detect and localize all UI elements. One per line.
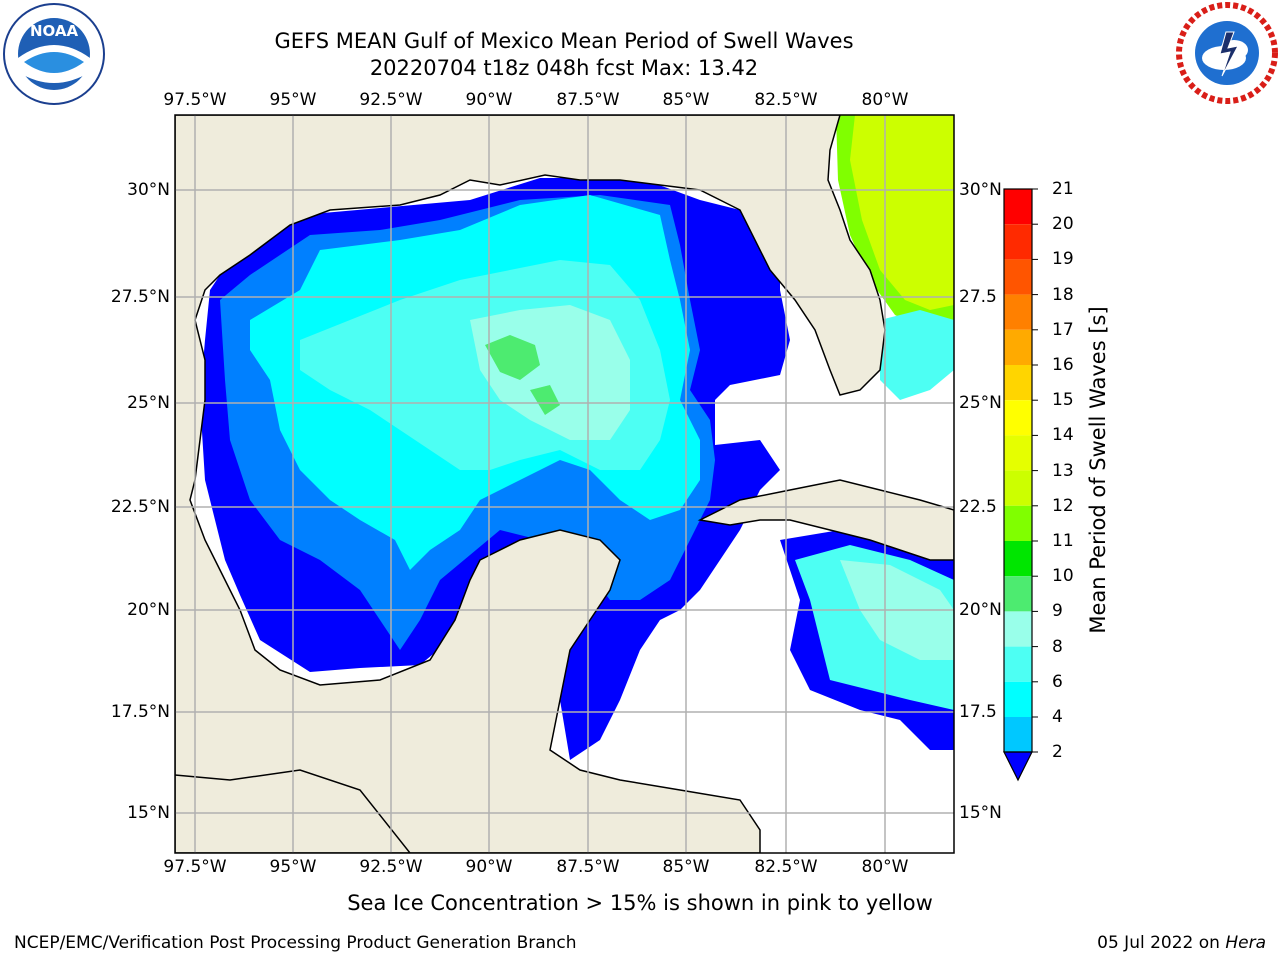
colorbar-swatch-16-17 [1004,329,1032,365]
lat-label-right: 30°N [959,180,1002,200]
sea-ice-note: Sea Ice Concentration > 15% is shown in … [347,891,933,915]
atlantic-swell-field [840,115,954,320]
colorbar-swatch-8-9 [1004,611,1032,647]
colorbar-swatch-17-18 [1004,294,1032,330]
map-frame [174,114,955,854]
chart-title: GEFS MEAN Gulf of Mexico Mean Period of … [274,29,854,53]
lon-label-top: 90°W [465,90,513,110]
colorbar-swatch-13-14 [1004,435,1032,471]
atlantic-swell-fringe [836,115,954,330]
lon-label-bottom: 92.5°W [359,857,423,877]
lon-label-top: 95°W [269,90,317,110]
colorbar [1003,188,1038,782]
lat-label-left: 17.5°N [110,702,170,722]
lon-label-top: 97.5°W [163,90,227,110]
lon-label-bottom: 87.5°W [556,857,620,877]
colorbar-tick-label: 11 [1052,531,1074,551]
lon-label-bottom: 97.5°W [163,857,227,877]
chart-subtitle: 20220704 t18z 048h fcst Max: 13.42 [369,56,759,80]
noaa-logo-text: NOAA [30,22,79,40]
lat-label-right: 20°N [959,600,1002,620]
credit-host: Hera [1225,933,1266,953]
colorbar-swatch-15-16 [1004,365,1032,401]
colorbar-swatch-9-10 [1004,576,1032,612]
lat-label-right: 15°N [959,803,1002,823]
lon-label-bottom: 85°W [662,857,710,877]
colorbar-tick-label: 4 [1052,707,1063,727]
colorbar-tick-label: 8 [1052,636,1063,657]
credit-date-text: 05 Jul 2022 on [1097,933,1220,953]
bahamas-swell [880,310,954,400]
colorbar-tick-label: 13 [1052,460,1074,481]
lat-label-left: 15°N [127,803,170,823]
colorbar-swatch-6-8 [1004,646,1032,682]
lat-label-left: 25°N [127,393,170,413]
colorbar-swatch-4-6 [1004,681,1032,717]
colorbar-swatch-10-11 [1004,541,1032,577]
lon-label-top: 87.5°W [556,90,620,110]
colorbar-tick-label: 16 [1052,355,1074,375]
colorbar-tick-label: 10 [1052,566,1074,587]
lat-label-right: 17.5 [959,702,997,722]
colorbar-tick-label: 9 [1052,601,1063,622]
credit-date: 05 Jul 2022 on Hera [1097,933,1266,953]
lon-label-top: 80°W [861,90,909,110]
colorbar-title: Mean Period of Swell Waves [s] [1086,306,1110,634]
lat-label-left: 27.5°N [110,287,170,307]
lat-label-right: 22.5 [959,497,997,517]
colorbar-tick-label: 21 [1052,179,1074,199]
lat-label-left: 30°N [127,180,170,200]
colorbar-tick-label: 12 [1052,495,1074,516]
nws-logo [1176,2,1278,104]
lon-label-top: 82.5°W [754,90,818,110]
colorbar-swatch-11-12 [1004,505,1032,541]
colorbar-swatch-2-4 [1004,717,1032,753]
noaa-logo: NOAA [3,3,105,105]
lat-label-left: 20°N [127,600,170,620]
lat-label-left: 22.5°N [110,497,170,517]
colorbar-tick-label: 18 [1052,284,1074,305]
colorbar-swatch-20-21 [1004,189,1032,225]
colorbar-tick-label: 19 [1052,249,1074,270]
lat-label-right: 25°N [959,393,1002,413]
colorbar-tick-label: 14 [1052,425,1074,446]
colorbar-swatch-12-13 [1004,470,1032,506]
lon-label-bottom: 82.5°W [754,857,818,877]
colorbar-extend-arrow [1003,751,1033,782]
colorbar-swatch-19-20 [1004,224,1032,260]
colorbar-tick-label: 20 [1052,214,1074,235]
colorbar-swatch-14-15 [1004,400,1032,436]
colorbar-tick-label: 6 [1052,671,1063,692]
colorbar-swatch-18-19 [1004,259,1032,295]
lon-label-top: 85°W [662,90,710,110]
lat-label-right: 27.5 [959,287,997,307]
lon-label-top: 92.5°W [359,90,423,110]
credit-organization: NCEP/EMC/Verification Post Processing Pr… [14,933,577,953]
colorbar-tick-label: 17 [1052,319,1074,340]
colorbar-tick-label: 15 [1052,390,1074,411]
lon-label-bottom: 90°W [465,857,513,877]
lon-label-bottom: 80°W [861,857,909,877]
colorbar-tick-label: 2 [1052,742,1063,762]
swell-period-band-10-11 [485,335,560,415]
graticule [175,115,954,853]
lon-label-bottom: 95°W [269,857,317,877]
